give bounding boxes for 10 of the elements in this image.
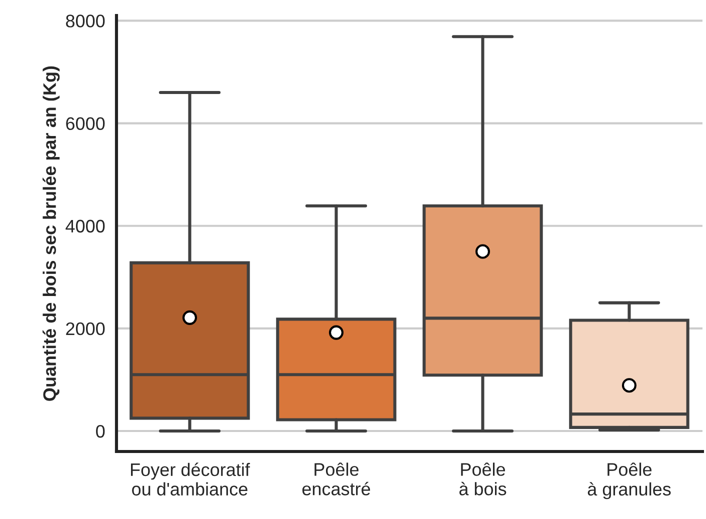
x-tick-label: Foyer décoratif ou d'ambiance	[131, 462, 250, 496]
x-tick-label: Poêle à bois	[459, 462, 506, 496]
y-tick-label: 8000	[66, 14, 105, 28]
y-tick-label: 6000	[66, 117, 105, 130]
y-tick-label: 2000	[66, 322, 105, 336]
x-tick-label: Poêle encastré	[302, 462, 370, 496]
y-tick-label: 0	[96, 424, 105, 438]
x-tick-label: Poêle à granules	[588, 462, 671, 500]
y-axis-title: Quantité de bois sec brulée par an (Kg)	[42, 66, 60, 401]
y-tick-label: 4000	[66, 220, 105, 233]
